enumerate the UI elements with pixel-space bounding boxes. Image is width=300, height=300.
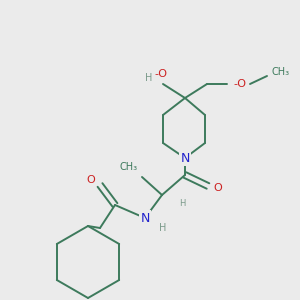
- Text: CH₃: CH₃: [120, 162, 138, 172]
- Text: N: N: [140, 212, 150, 224]
- Text: O: O: [214, 183, 222, 193]
- Text: CH₃: CH₃: [272, 67, 290, 77]
- Text: -O: -O: [233, 79, 247, 89]
- Text: O: O: [87, 175, 95, 185]
- Text: H: H: [179, 199, 185, 208]
- Text: H: H: [145, 73, 153, 83]
- Text: -O: -O: [154, 69, 167, 79]
- Text: N: N: [180, 152, 190, 164]
- Text: H: H: [159, 223, 167, 233]
